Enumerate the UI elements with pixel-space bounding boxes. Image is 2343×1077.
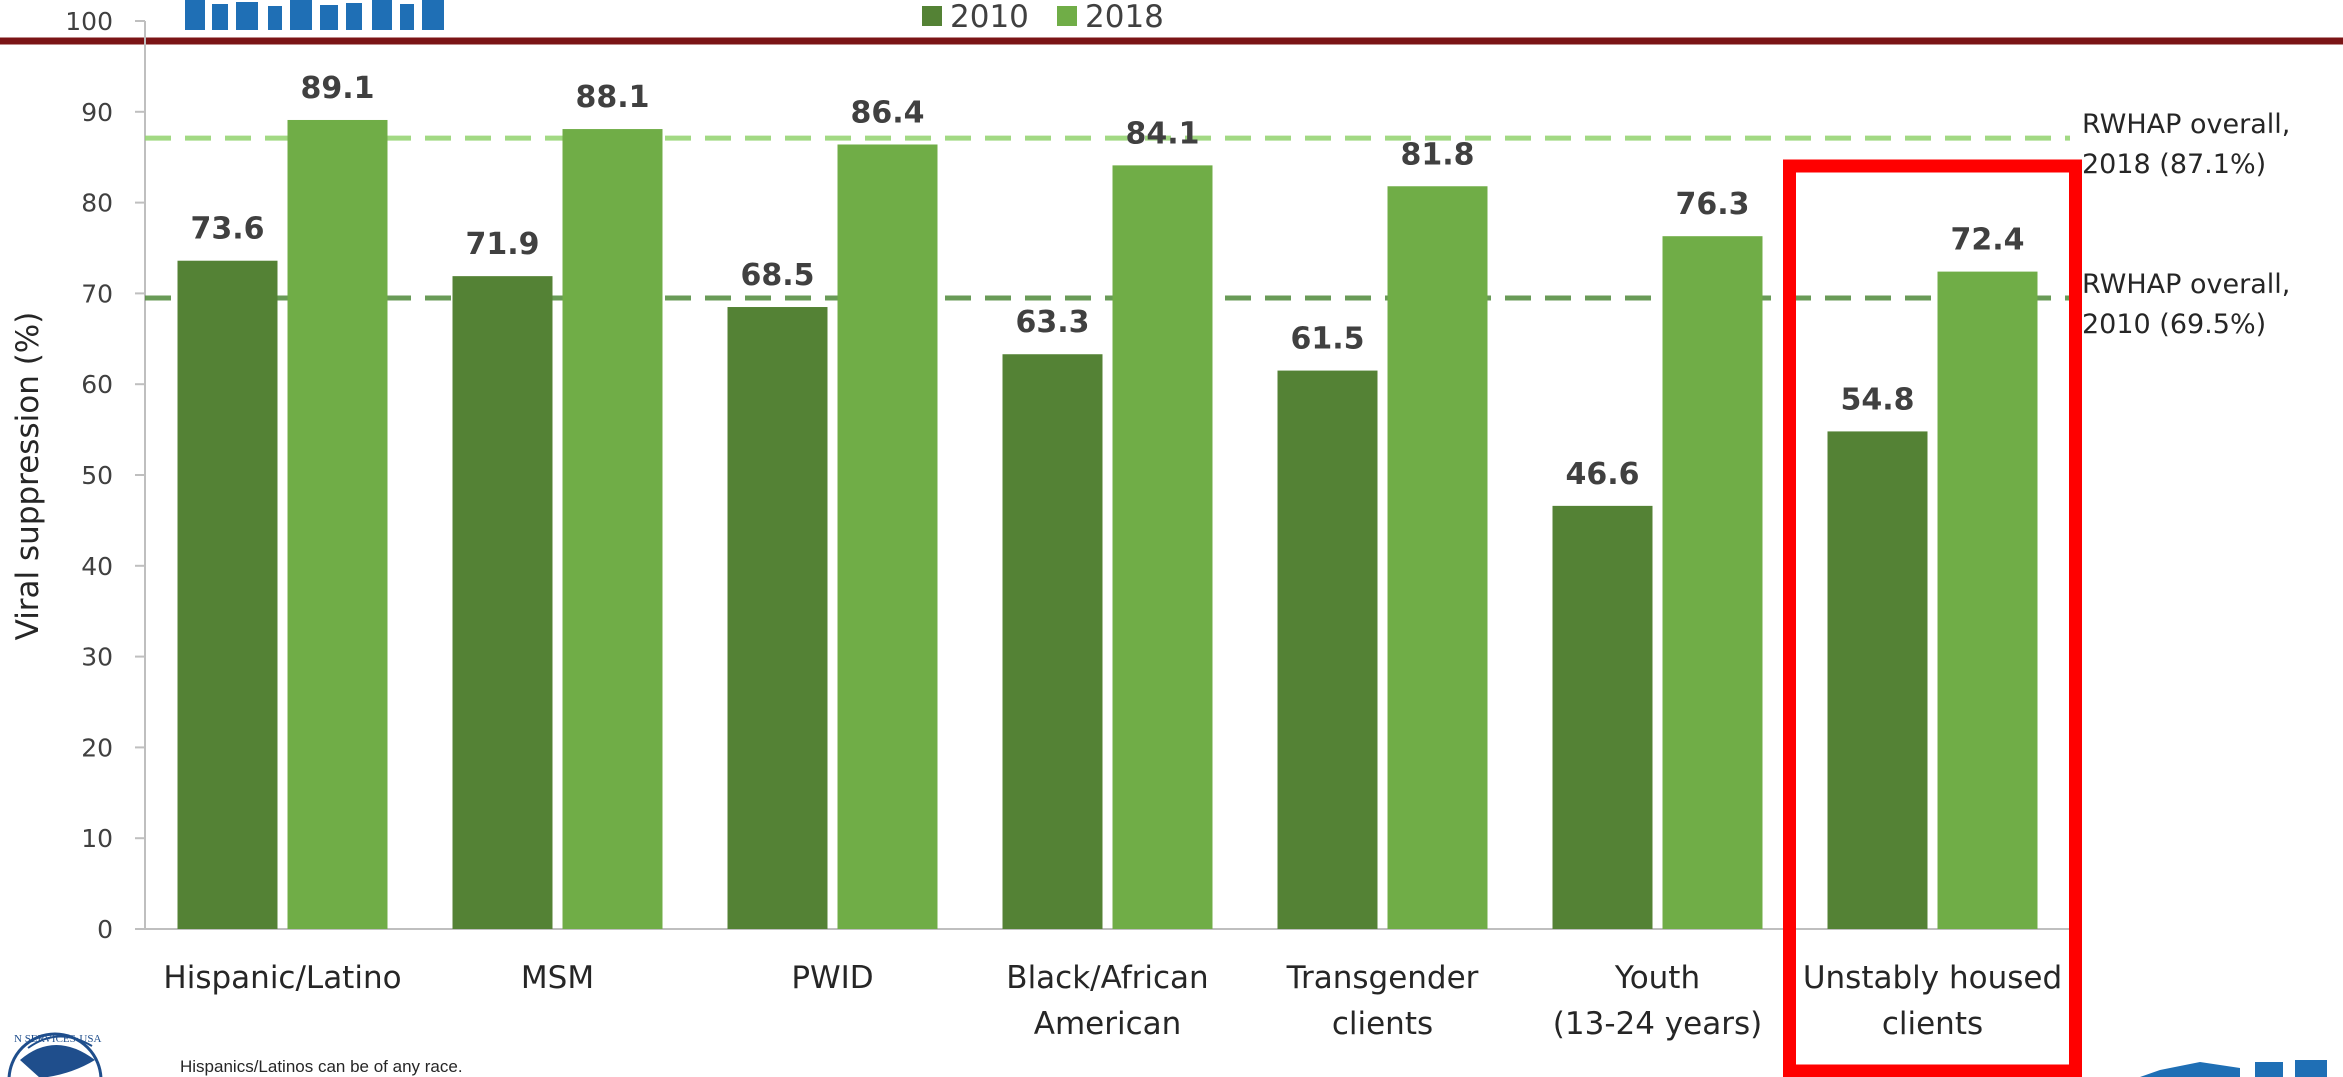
y-tick-label: 60 — [81, 370, 113, 399]
category-label: American — [1034, 1006, 1182, 1042]
y-tick-label: 70 — [81, 279, 113, 308]
reference-line-label: 2010 (69.5%) — [2082, 309, 2266, 340]
bar-value-label: 76.3 — [1675, 187, 1749, 222]
category-label: (13-24 years) — [1553, 1006, 1762, 1042]
footnote: Hispanics/Latinos can be of any race. — [180, 1057, 463, 1076]
bar-value-label: 71.9 — [465, 227, 539, 262]
y-tick-label: 20 — [81, 733, 113, 762]
category-label: PWID — [791, 960, 873, 996]
bar-2018 — [287, 119, 388, 930]
bar-2010 — [1002, 354, 1103, 930]
bar-2010 — [177, 260, 278, 929]
legend-swatch-2018 — [1057, 6, 1077, 26]
bar-value-label: 89.1 — [300, 71, 374, 106]
y-tick-label: 10 — [81, 824, 113, 853]
bar-value-label: 84.1 — [1125, 116, 1199, 151]
bar-2018 — [562, 129, 663, 929]
category-label: Unstably housed — [1803, 960, 2062, 996]
legend-label: 2010 — [950, 0, 1029, 35]
category-label: Hispanic/Latino — [163, 960, 401, 996]
reference-line-label: RWHAP overall, — [2082, 269, 2290, 300]
bar-2010 — [452, 276, 553, 929]
bar-value-label: 88.1 — [575, 80, 649, 115]
bar-value-label: 68.5 — [740, 258, 814, 293]
header-title-fragment — [185, 0, 444, 30]
category-label: Youth — [1614, 960, 1700, 996]
category-label: Transgender — [1286, 960, 1479, 996]
bar-value-label: 54.8 — [1840, 382, 1914, 417]
bar-2018 — [1112, 165, 1213, 929]
bar-2018 — [1662, 236, 1763, 930]
bar-value-label: 61.5 — [1290, 322, 1364, 357]
bar-value-label: 63.3 — [1015, 305, 1089, 340]
reference-line-label: RWHAP overall, — [2082, 109, 2290, 140]
category-label: Black/African — [1006, 960, 1208, 996]
y-tick-label: 80 — [81, 189, 113, 218]
bar-value-label: 86.4 — [850, 95, 924, 130]
y-tick-label: 100 — [65, 7, 113, 36]
highlight-box — [1783, 159, 2082, 1077]
bar-2010 — [727, 307, 828, 929]
category-label: MSM — [521, 960, 594, 996]
y-axis-title: Viral suppression (%) — [10, 312, 46, 641]
bar-value-label: 46.6 — [1565, 457, 1639, 492]
bar-2010 — [1552, 505, 1653, 929]
logo-fragment — [2140, 1060, 2327, 1077]
hhs-seal-icon — [7, 1032, 103, 1077]
category-label: clients — [1882, 1006, 1983, 1042]
reference-line-label: 2018 (87.1%) — [2082, 149, 2266, 180]
bar-value-label: 81.8 — [1400, 137, 1474, 172]
bar-2010 — [1827, 431, 1928, 929]
seal-text: N SERVICES·USA — [14, 1033, 101, 1045]
y-tick-label: 40 — [81, 552, 113, 581]
bar-2018 — [1937, 271, 2038, 929]
bar-2010 — [1277, 370, 1378, 930]
bar-value-label: 73.6 — [190, 212, 264, 247]
y-tick-label: 30 — [81, 643, 113, 672]
category-label: clients — [1332, 1006, 1433, 1042]
legend-swatch-2010 — [922, 6, 942, 26]
legend-label: 2018 — [1085, 0, 1164, 35]
bar-2018 — [1387, 186, 1488, 930]
bar-2018 — [837, 144, 938, 929]
bar-value-label: 72.4 — [1950, 223, 2024, 258]
y-tick-label: 90 — [81, 98, 113, 127]
y-tick-label: 50 — [81, 461, 113, 490]
y-tick-label: 0 — [97, 915, 113, 944]
